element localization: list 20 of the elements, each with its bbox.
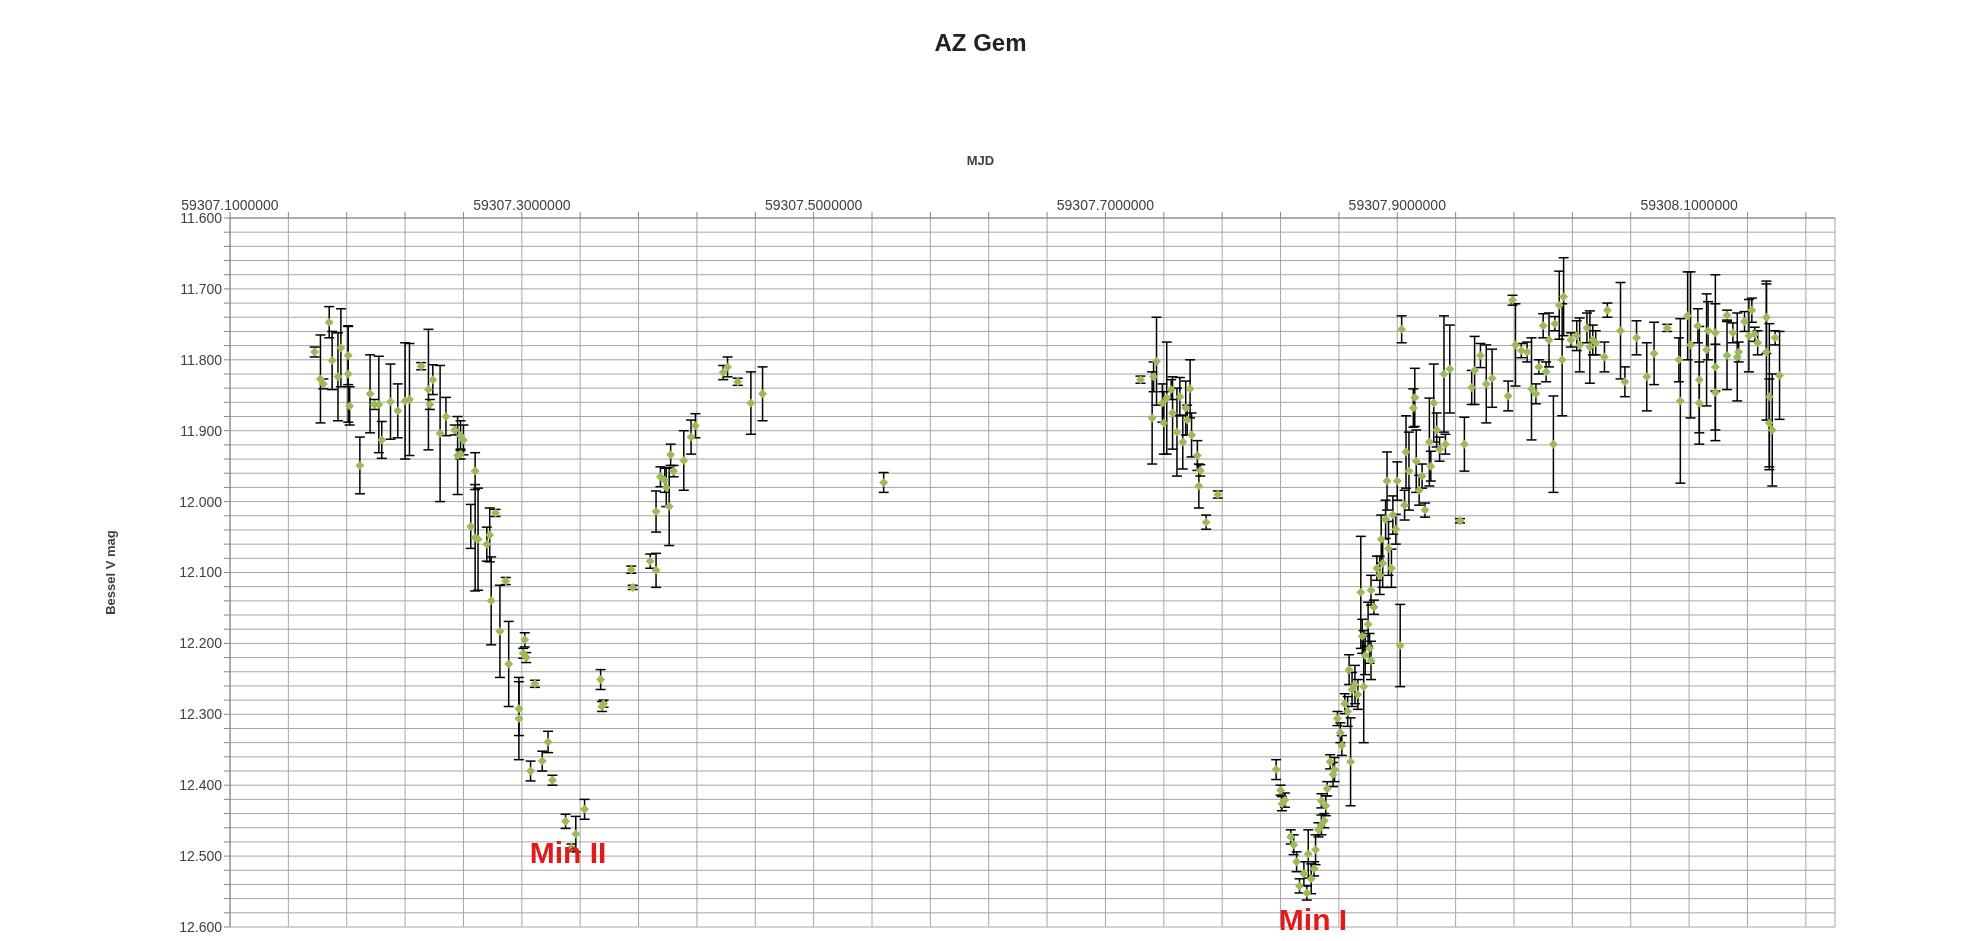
y-tick-label: 12.400: [179, 777, 223, 794]
y-tick-label: 11.700: [180, 280, 223, 297]
x-tick-label: 59307.5000000: [764, 197, 863, 213]
y-tick-label: 12.600: [179, 918, 223, 935]
y-tick-label: 11.900: [180, 422, 223, 439]
y-tick-label: 12.100: [179, 564, 223, 581]
annotation: Min II: [529, 836, 607, 870]
y-axis-title: Bessel V mag: [102, 530, 118, 615]
chart-title: AZ Gem: [933, 28, 1028, 58]
x-tick-label: 59307.9000000: [1348, 197, 1447, 213]
x-tick-label: 59307.7000000: [1056, 197, 1155, 213]
x-tick-label: 59307.3000000: [473, 197, 571, 213]
y-tick-label: 12.000: [179, 493, 223, 510]
x-axis-title: MJD: [965, 152, 996, 168]
x-tick-label: 59308.1000000: [1640, 197, 1738, 213]
y-tick-label: 12.200: [179, 635, 223, 652]
y-tick-label: 11.800: [180, 351, 223, 368]
annotation: Min I: [1278, 903, 1348, 937]
y-tick-label: 12.300: [179, 706, 223, 723]
y-tick-label: 12.500: [179, 848, 223, 865]
